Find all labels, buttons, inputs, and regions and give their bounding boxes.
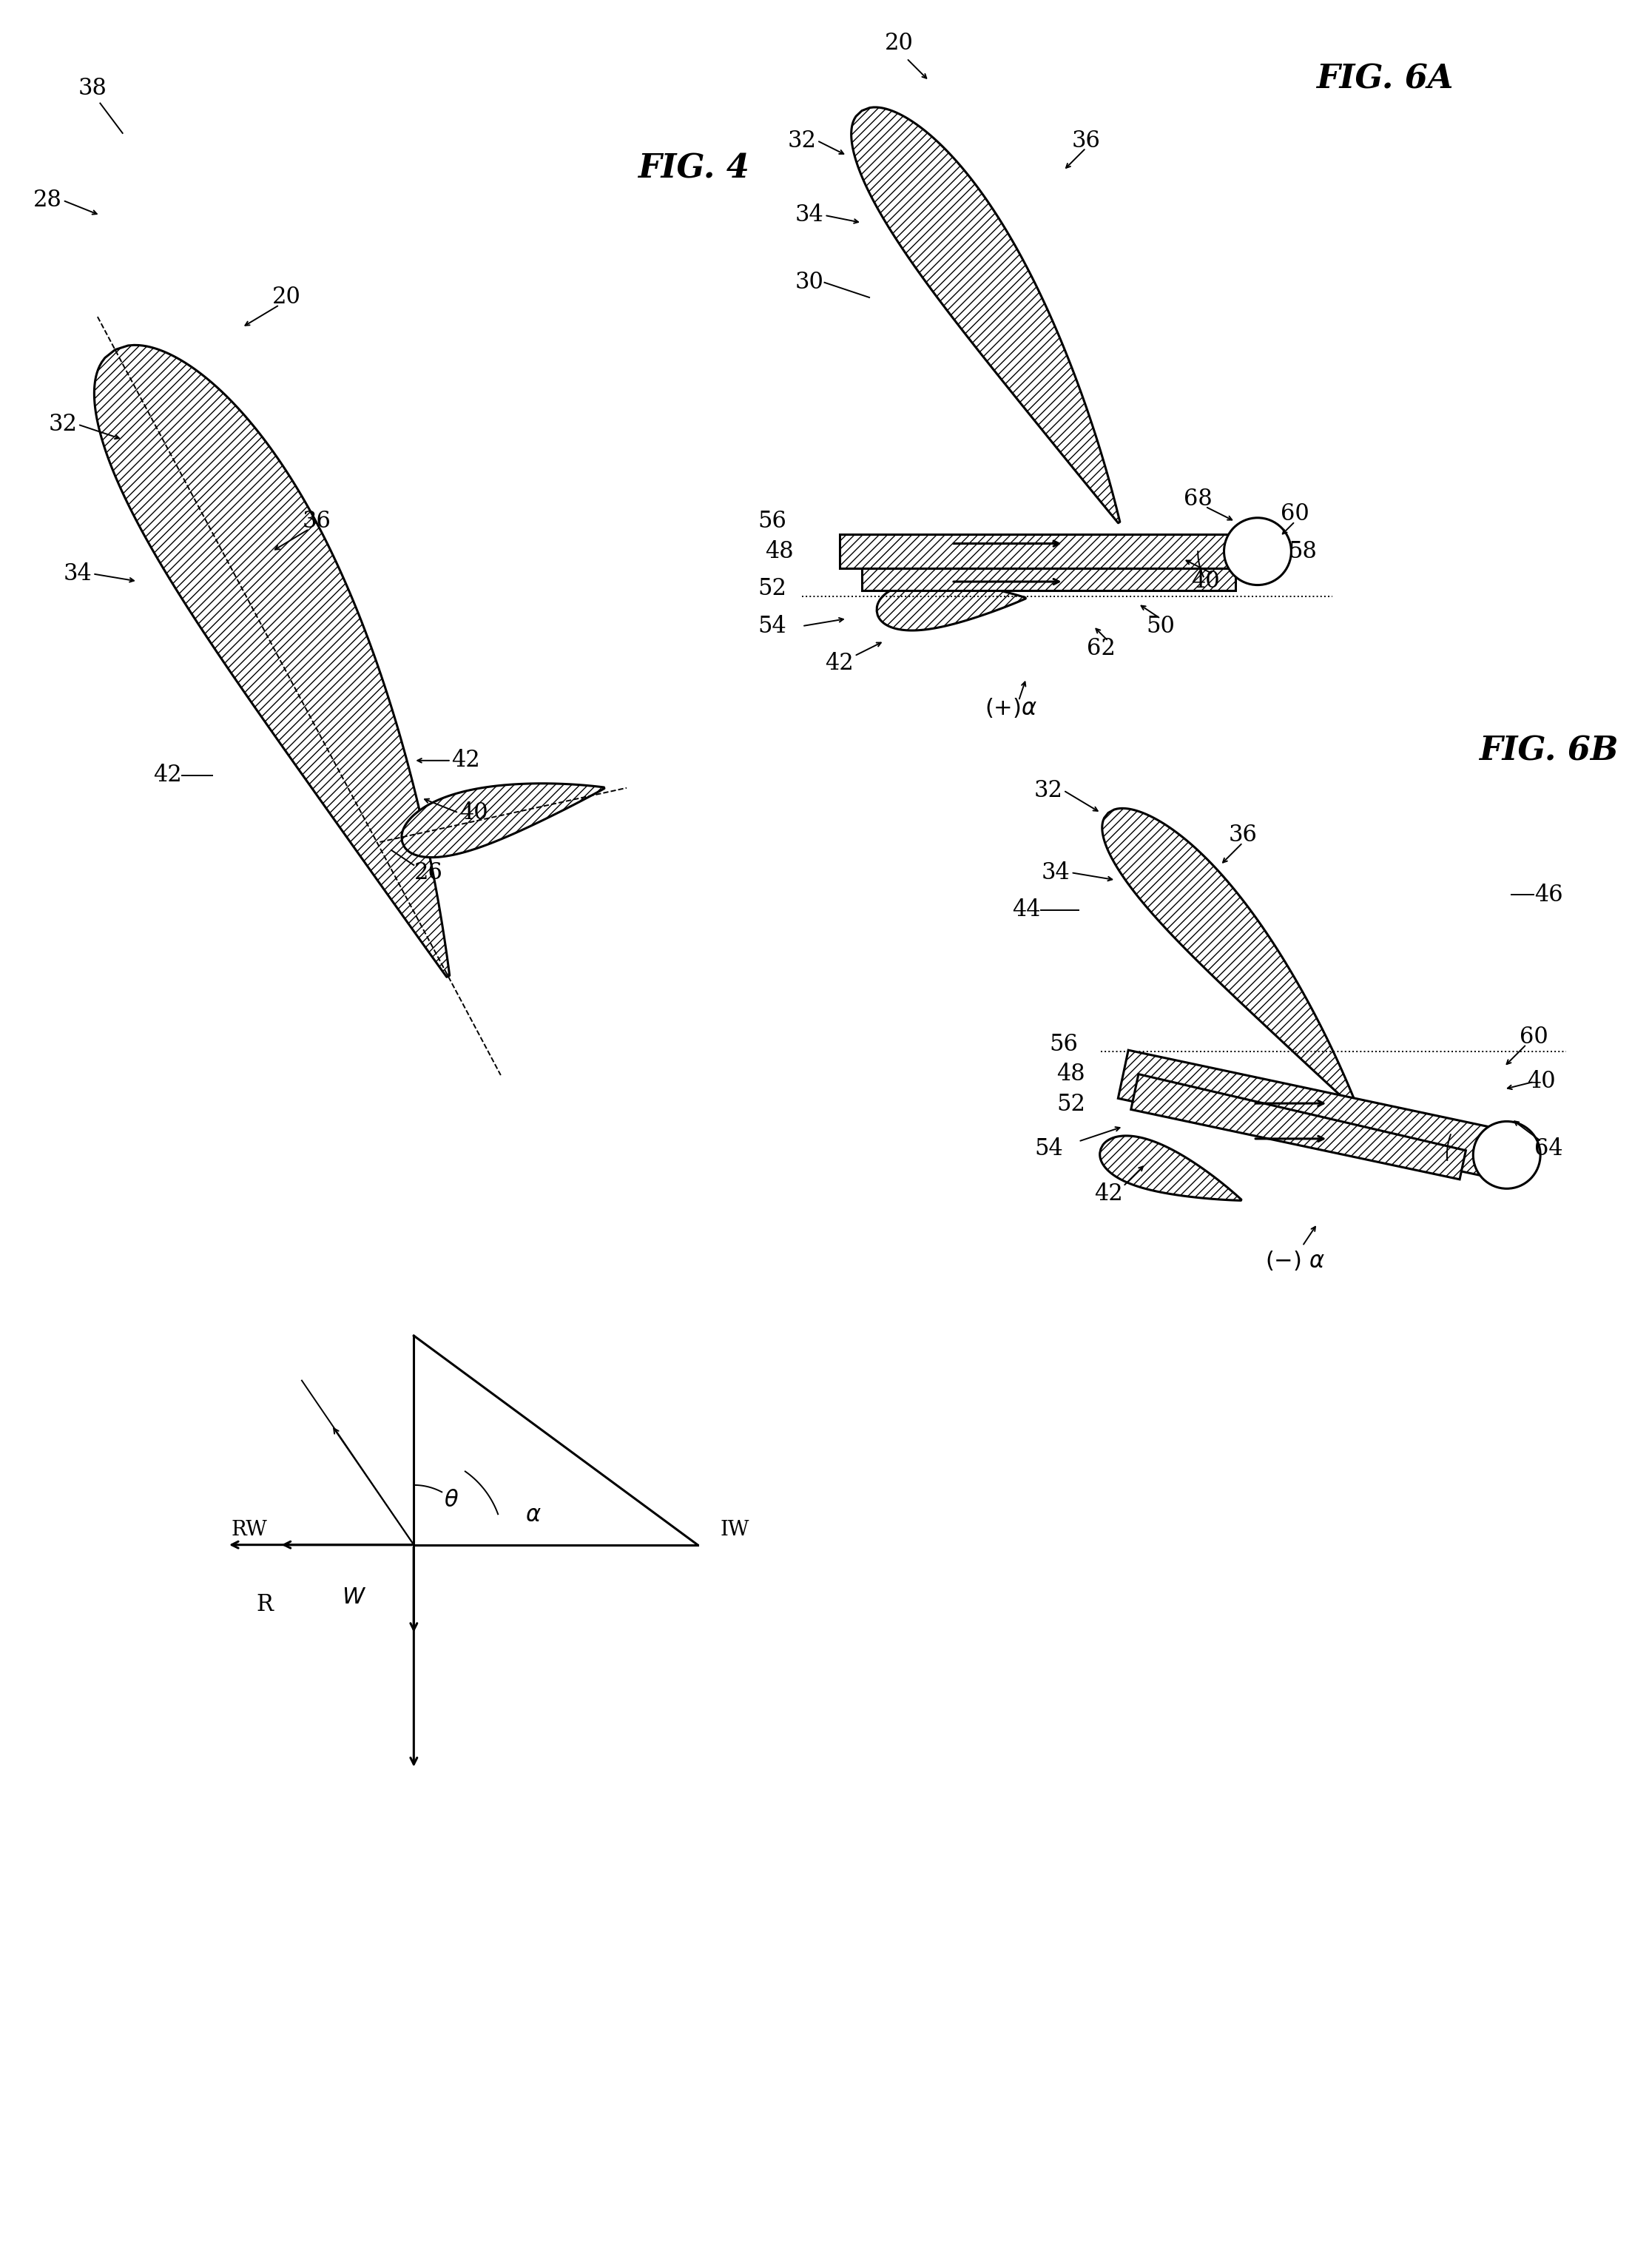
Text: 20: 20 [886, 32, 914, 54]
Text: $W$: $W$ [341, 1585, 366, 1608]
Text: R: R [256, 1592, 272, 1617]
Text: 48: 48 [1057, 1064, 1085, 1086]
Text: 56: 56 [759, 510, 787, 533]
Text: 26: 26 [414, 862, 444, 885]
Polygon shape [839, 535, 1273, 569]
Text: 40: 40 [458, 801, 488, 823]
Text: 34: 34 [795, 204, 824, 227]
Text: 36: 36 [1229, 823, 1257, 846]
Text: 38: 38 [78, 77, 107, 100]
Polygon shape [1131, 1075, 1466, 1179]
Polygon shape [1100, 1136, 1242, 1200]
Text: 40: 40 [1191, 569, 1220, 592]
Polygon shape [1102, 807, 1359, 1111]
Text: 34: 34 [1042, 862, 1070, 885]
Text: 48: 48 [765, 540, 793, 562]
Text: 20: 20 [272, 286, 302, 308]
Polygon shape [877, 581, 1026, 631]
Text: FIG. 6B: FIG. 6B [1479, 735, 1619, 767]
Polygon shape [851, 107, 1120, 524]
Text: 30: 30 [795, 272, 824, 295]
Text: 36: 36 [302, 510, 331, 533]
Text: 58: 58 [1288, 540, 1318, 562]
Text: 64: 64 [1535, 1139, 1563, 1161]
Text: IW: IW [721, 1520, 750, 1540]
Text: 28: 28 [33, 188, 63, 211]
Circle shape [1224, 517, 1291, 585]
Polygon shape [94, 345, 450, 978]
Text: 42: 42 [153, 764, 181, 787]
Text: 50: 50 [1146, 615, 1176, 637]
Text: 44: 44 [1012, 898, 1041, 921]
Text: 60: 60 [1520, 1025, 1548, 1048]
Text: 36: 36 [1072, 129, 1100, 152]
Text: 54: 54 [1034, 1139, 1064, 1161]
Text: 42: 42 [1093, 1182, 1123, 1204]
Text: 60: 60 [1281, 503, 1309, 526]
Polygon shape [1118, 1050, 1509, 1179]
Text: 52: 52 [1057, 1093, 1085, 1116]
Text: RW: RW [231, 1520, 267, 1540]
Text: 32: 32 [48, 413, 78, 435]
Text: 42: 42 [452, 748, 480, 771]
Polygon shape [862, 569, 1235, 590]
Text: 46: 46 [1535, 885, 1563, 907]
Text: 32: 32 [788, 129, 816, 152]
Polygon shape [402, 782, 604, 857]
Text: 52: 52 [759, 578, 787, 601]
Text: 32: 32 [1034, 778, 1064, 803]
Text: 54: 54 [759, 615, 787, 637]
Text: 56: 56 [1049, 1032, 1078, 1057]
Text: 42: 42 [824, 651, 854, 676]
Text: 62: 62 [1087, 637, 1115, 660]
Text: $(+)\alpha$: $(+)\alpha$ [984, 696, 1037, 719]
Text: FIG. 4: FIG. 4 [638, 152, 749, 184]
Text: 40: 40 [1527, 1070, 1555, 1093]
Text: $\theta$: $\theta$ [444, 1488, 458, 1510]
Text: $(-)\ \alpha$: $(-)\ \alpha$ [1265, 1250, 1324, 1272]
Text: FIG. 6A: FIG. 6A [1316, 64, 1453, 95]
Text: 68: 68 [1184, 488, 1212, 510]
Text: 34: 34 [63, 562, 92, 585]
Text: $\alpha$: $\alpha$ [526, 1504, 541, 1526]
Circle shape [1473, 1120, 1540, 1188]
